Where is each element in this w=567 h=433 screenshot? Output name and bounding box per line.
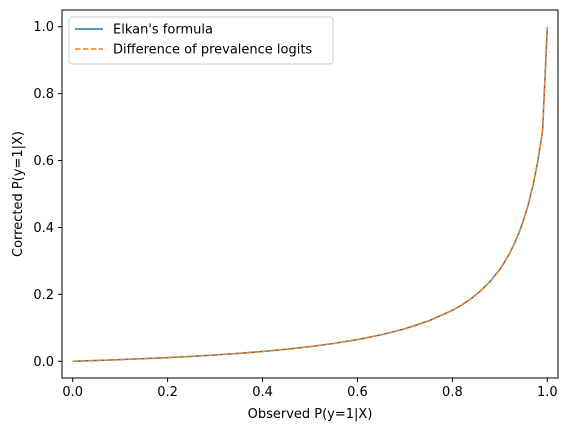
- x-tick-label: 0.8: [442, 385, 463, 400]
- legend-label-prevalence-logits: Difference of prevalence logits: [113, 43, 312, 58]
- y-tick-label: 0.6: [33, 154, 54, 169]
- legend: Elkan's formula Difference of prevalence…: [68, 16, 334, 65]
- y-tick-label: 0.2: [33, 288, 54, 303]
- x-tick-label: 1.0: [537, 385, 558, 400]
- series-line-prevalence-logits: [72, 26, 549, 363]
- legend-label-elkan: Elkan's formula: [113, 23, 213, 38]
- plot-area-frame: [61, 9, 559, 379]
- y-tick-label: 0.4: [33, 221, 54, 236]
- x-tick-label: 0.4: [252, 385, 273, 400]
- y-tick-label: 1.0: [33, 20, 54, 35]
- x-tick-label: 0.0: [62, 385, 83, 400]
- y-tick-label: 0.8: [33, 87, 54, 102]
- x-tick-label: 0.2: [157, 385, 178, 400]
- series-line-elkan: [72, 26, 549, 363]
- x-axis-label: Observed P(y=1|X): [248, 407, 373, 422]
- legend-box: [68, 16, 334, 65]
- x-tick-label: 0.6: [347, 385, 368, 400]
- y-axis-label: Corrected P(y=1|X): [11, 131, 26, 257]
- y-tick-label: 0.0: [33, 355, 54, 370]
